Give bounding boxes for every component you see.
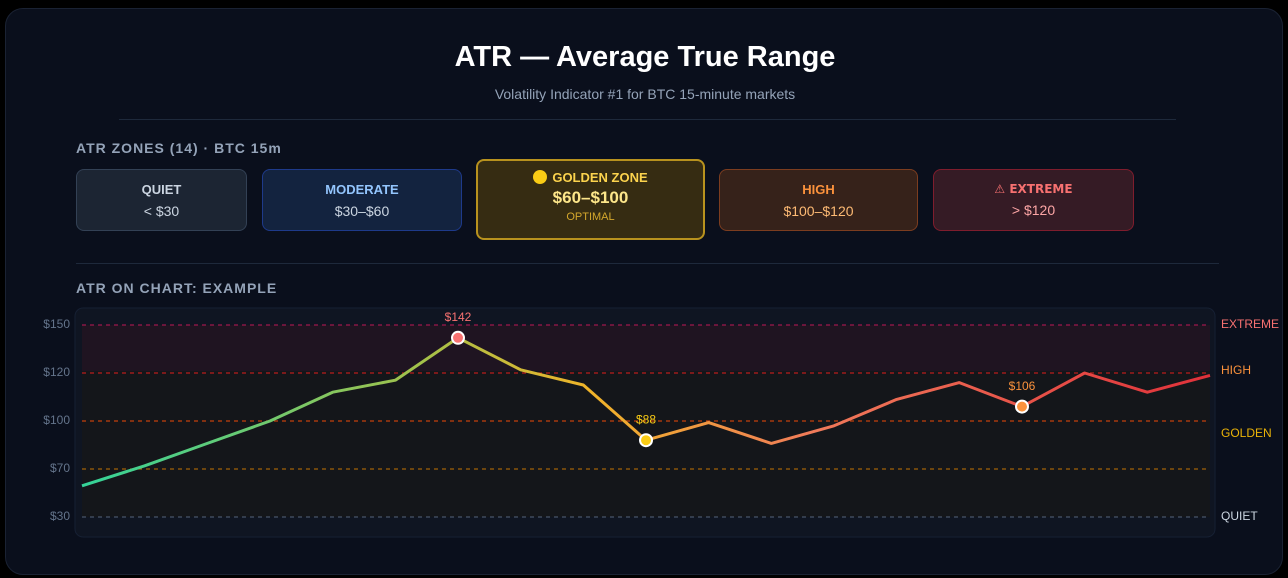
zone-band <box>82 325 1210 371</box>
zone-range: > $120 <box>1011 202 1056 218</box>
data-label: $142 <box>445 310 472 324</box>
data-label: $88 <box>636 412 656 426</box>
zone-range: $30–$60 <box>334 203 390 219</box>
zone-name: MODERATE <box>325 182 399 197</box>
zone-card: HIGH $100–$120 <box>719 169 918 231</box>
y-tick-label: $30 <box>50 509 70 523</box>
zone-note: OPTIMAL <box>566 211 615 223</box>
zone-range: $60–$100 <box>552 188 629 207</box>
zone-name: HIGH <box>802 182 835 197</box>
section-heading: ATR ZONES (14) · BTC 15m <box>76 140 282 156</box>
subtitle: Volatility Indicator #1 for BTC 15-minut… <box>494 86 796 102</box>
zone-label: EXTREME <box>1221 317 1279 331</box>
zone-name: GOLDEN ZONE <box>552 170 648 185</box>
y-tick-label: $100 <box>43 413 70 427</box>
zone-range: < $30 <box>143 203 180 219</box>
point <box>1015 399 1029 414</box>
point <box>451 330 465 345</box>
zone-label: GOLDEN <box>1221 426 1272 440</box>
y-tick-label: $150 <box>43 317 70 331</box>
title: ATR — Average True Range <box>454 41 836 73</box>
y-tick-label: $70 <box>50 461 70 475</box>
zone-card: GOLDEN ZONE $60–$100 OPTIMAL <box>476 159 705 240</box>
divider <box>76 263 1219 264</box>
chart-title: ATR ON CHART: EXAMPLE <box>76 280 278 296</box>
zone-card: QUIET < $30 <box>76 169 247 231</box>
zone-label: HIGH <box>1221 363 1251 377</box>
data-label: $106 <box>1009 379 1036 393</box>
point <box>639 433 653 448</box>
zone-icon <box>533 170 548 184</box>
zone-card: ⚠ EXTREME > $120 <box>933 169 1134 231</box>
zone-name: ⚠ EXTREME <box>994 182 1073 196</box>
divider <box>119 119 1176 120</box>
y-tick-label: $120 <box>43 365 70 379</box>
zone-name: QUIET <box>141 182 182 197</box>
zone-label: QUIET <box>1221 509 1258 523</box>
zone-card: MODERATE $30–$60 <box>262 169 462 231</box>
zone-range: $100–$120 <box>783 203 854 219</box>
